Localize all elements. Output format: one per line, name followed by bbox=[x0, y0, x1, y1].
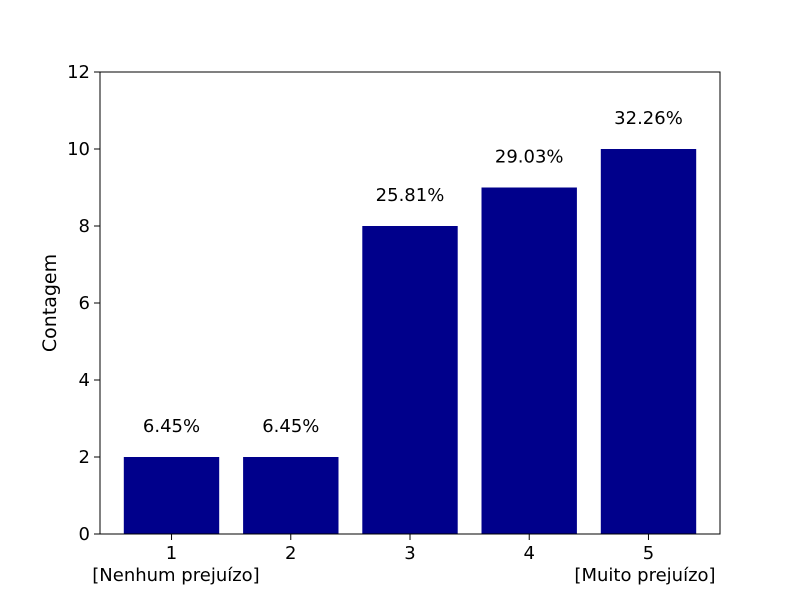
y-tick-label: 4 bbox=[79, 370, 90, 391]
bar-5 bbox=[600, 149, 697, 534]
y-tick-label: 12 bbox=[67, 62, 90, 83]
x-tick-label: 3 bbox=[404, 543, 415, 564]
y-axis: 0 2 4 6 8 10 12 bbox=[67, 62, 100, 545]
y-tick-label: 8 bbox=[79, 216, 90, 237]
bars-group bbox=[123, 149, 697, 534]
x-axis-left-end-label: [Nenhum prejuízo] bbox=[92, 565, 259, 586]
x-axis-right-end-label: [Muito prejuízo] bbox=[574, 565, 715, 586]
bar-labels-group: 6.45% 6.45% 25.81% 29.03% 32.26% bbox=[143, 108, 683, 437]
x-tick-label: 1 bbox=[166, 543, 177, 564]
bar-value-label: 29.03% bbox=[495, 146, 564, 167]
y-tick-label: 0 bbox=[79, 524, 90, 545]
y-tick-label: 6 bbox=[79, 293, 90, 314]
bar-value-label: 25.81% bbox=[376, 185, 445, 206]
x-tick-label: 4 bbox=[524, 543, 535, 564]
y-tick-label: 10 bbox=[67, 139, 90, 160]
bar-3 bbox=[362, 226, 458, 534]
bar-value-label: 6.45% bbox=[143, 416, 200, 437]
x-tick-label: 2 bbox=[285, 543, 296, 564]
bar-value-label: 32.26% bbox=[614, 108, 683, 129]
bar-1 bbox=[123, 457, 220, 534]
bar-4 bbox=[481, 187, 577, 534]
bar-2 bbox=[243, 457, 339, 534]
x-tick-label: 5 bbox=[643, 543, 654, 564]
y-axis-label: Contagem bbox=[39, 254, 61, 352]
bar-value-label: 6.45% bbox=[262, 416, 319, 437]
x-axis: 1 2 3 4 5 bbox=[166, 534, 654, 564]
y-tick-label: 2 bbox=[79, 447, 90, 468]
